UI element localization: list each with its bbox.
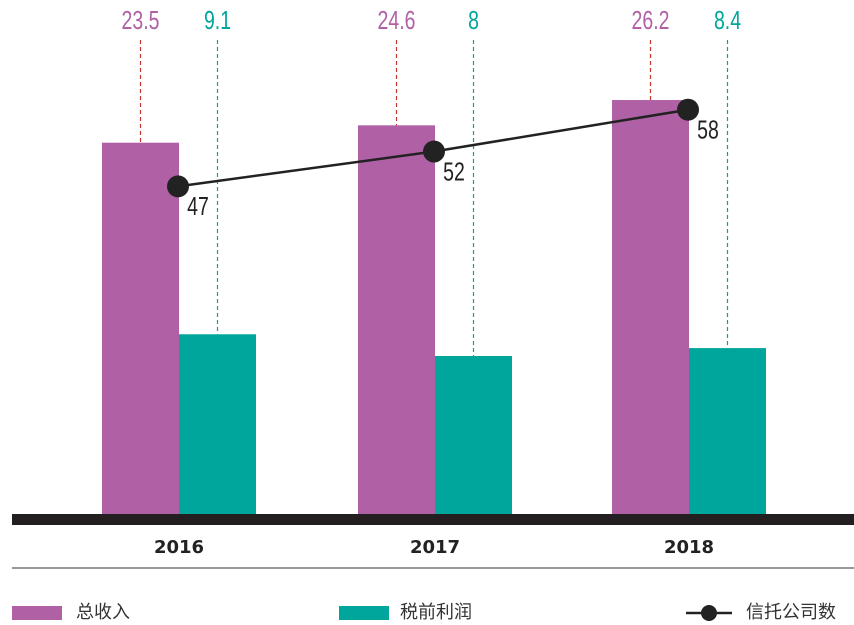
x-tick-label: 2016 xyxy=(154,537,204,558)
bar xyxy=(612,100,689,514)
legend-label: 总收入 xyxy=(76,602,130,623)
bar xyxy=(179,334,256,514)
line-point xyxy=(167,175,189,198)
baseline xyxy=(12,514,854,525)
x-tick-label: 2017 xyxy=(410,537,460,558)
value-label: 9.1 xyxy=(204,5,231,34)
value-label: 26.2 xyxy=(632,5,670,34)
value-label: 8 xyxy=(468,5,479,34)
legend-label: 税前利润 xyxy=(400,602,472,623)
value-label: 24.6 xyxy=(378,5,416,34)
bar xyxy=(435,356,512,514)
legend-swatch xyxy=(12,606,62,620)
value-label: 23.5 xyxy=(122,5,160,34)
value-label: 8.4 xyxy=(714,5,741,34)
legend-swatch xyxy=(339,606,389,620)
bar xyxy=(358,125,435,514)
bar xyxy=(102,142,179,514)
line-point xyxy=(677,98,699,121)
line-point xyxy=(423,140,445,163)
legend-label: 信托公司数 xyxy=(746,602,836,623)
x-tick-label: 2018 xyxy=(664,537,714,558)
value-label: 58 xyxy=(697,115,719,144)
bar xyxy=(689,348,766,514)
value-label: 47 xyxy=(187,192,209,221)
legend-dot xyxy=(701,605,717,621)
value-label: 52 xyxy=(443,157,465,186)
